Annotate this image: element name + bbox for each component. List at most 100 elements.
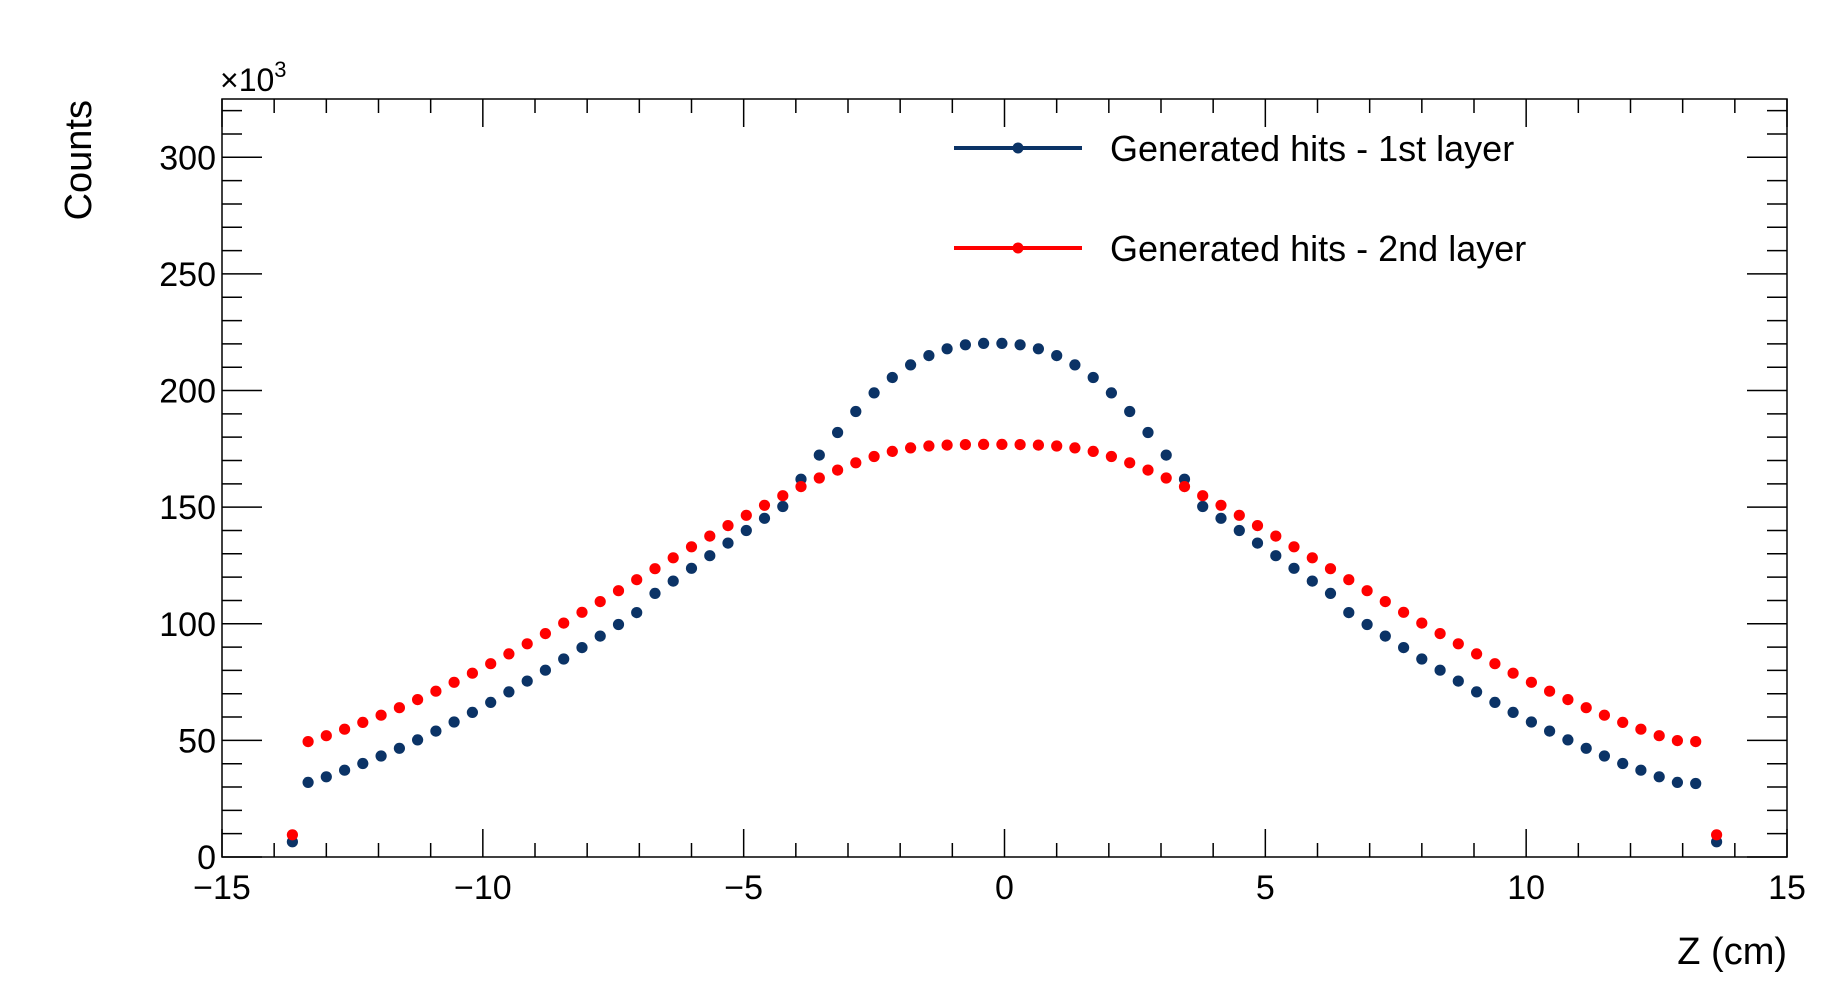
data-point xyxy=(1087,445,1099,457)
data-point xyxy=(923,440,935,452)
data-point xyxy=(320,730,332,742)
data-point xyxy=(1124,457,1136,469)
data-point xyxy=(1142,426,1154,439)
data-point xyxy=(448,676,460,688)
data-point xyxy=(1544,725,1556,737)
data-point xyxy=(1361,618,1373,631)
x-tick-label: 5 xyxy=(1256,869,1275,907)
data-point xyxy=(503,686,515,698)
y-tick-label: 100 xyxy=(159,606,216,644)
data-point xyxy=(1251,520,1264,532)
data-point xyxy=(1197,500,1209,513)
data-markers xyxy=(286,337,1723,848)
legend-marker-2nd-layer xyxy=(1012,242,1024,254)
data-point xyxy=(667,552,679,564)
data-point xyxy=(1525,676,1537,688)
data-point xyxy=(1142,464,1154,476)
data-point xyxy=(339,723,351,735)
data-point xyxy=(649,563,661,575)
data-point xyxy=(286,829,298,841)
data-point xyxy=(959,439,972,451)
data-point xyxy=(1690,736,1702,748)
data-point xyxy=(1343,607,1355,619)
data-point xyxy=(1598,709,1610,721)
data-point xyxy=(1507,667,1519,679)
data-point xyxy=(1270,530,1282,542)
data-point xyxy=(832,426,844,439)
data-point xyxy=(1671,735,1683,747)
legend-label-2nd-layer: Generated hits - 2nd layer xyxy=(1110,228,1526,269)
data-point xyxy=(539,628,552,640)
data-point xyxy=(466,706,478,719)
data-point xyxy=(576,606,588,618)
y-tick-label: 250 xyxy=(159,256,216,294)
data-point xyxy=(1690,777,1702,790)
data-point xyxy=(923,350,935,362)
data-point xyxy=(758,499,771,511)
data-point xyxy=(777,490,789,502)
x-tick-label: −10 xyxy=(454,869,512,907)
y-tick-label: 200 xyxy=(159,373,216,411)
data-point xyxy=(448,716,460,728)
data-point xyxy=(1014,439,1026,451)
data-point xyxy=(1398,642,1410,654)
data-point xyxy=(466,667,478,679)
data-point xyxy=(1398,606,1410,618)
y-tick-label: 50 xyxy=(178,722,216,760)
data-point xyxy=(521,675,533,687)
data-point xyxy=(1160,472,1172,484)
data-point xyxy=(539,664,552,676)
data-point xyxy=(1251,537,1264,549)
data-point xyxy=(1617,757,1629,770)
data-point xyxy=(740,509,752,521)
data-point xyxy=(430,725,442,737)
data-point xyxy=(905,359,917,371)
data-point xyxy=(1525,716,1537,728)
series-1 xyxy=(286,337,1723,848)
y-axis-title: Counts xyxy=(58,100,100,220)
data-point xyxy=(1324,563,1337,575)
axis-ticks xyxy=(221,99,1788,858)
data-point xyxy=(850,457,862,469)
data-point xyxy=(1306,575,1318,587)
data-point xyxy=(1051,440,1063,452)
data-point xyxy=(430,685,442,697)
data-point xyxy=(1489,696,1501,709)
data-point xyxy=(1160,449,1172,461)
data-point xyxy=(1471,648,1483,660)
data-point xyxy=(704,530,716,542)
data-point xyxy=(1653,730,1665,742)
data-point xyxy=(1562,734,1574,746)
data-point xyxy=(996,337,1008,349)
data-point xyxy=(1069,442,1081,454)
data-point xyxy=(1324,587,1337,600)
data-point xyxy=(649,587,661,600)
data-point xyxy=(813,449,825,461)
data-point xyxy=(612,618,625,631)
data-point xyxy=(905,442,917,454)
legend-label-1st-layer: Generated hits - 1st layer xyxy=(1110,128,1514,169)
data-point xyxy=(1671,776,1683,789)
data-point xyxy=(1105,450,1117,463)
x-axis-title: Z (cm) xyxy=(1677,931,1787,973)
data-point xyxy=(558,653,570,665)
x-tick-labels: −15 −10 −5 0 5 10 15 xyxy=(193,869,1806,907)
plot-frame xyxy=(221,98,1788,858)
data-point xyxy=(1233,524,1245,537)
data-point xyxy=(412,694,424,706)
data-point xyxy=(412,734,424,746)
data-point xyxy=(1635,764,1647,776)
data-point xyxy=(813,472,825,484)
data-point xyxy=(485,696,497,709)
data-point xyxy=(1361,585,1373,597)
data-point xyxy=(1343,574,1355,586)
data-point xyxy=(1434,664,1446,676)
data-point xyxy=(558,617,570,629)
data-point xyxy=(1014,339,1026,351)
data-point xyxy=(1416,653,1428,665)
data-point xyxy=(612,585,625,597)
data-point xyxy=(996,438,1008,450)
data-point xyxy=(594,630,606,642)
data-point xyxy=(1635,723,1647,735)
